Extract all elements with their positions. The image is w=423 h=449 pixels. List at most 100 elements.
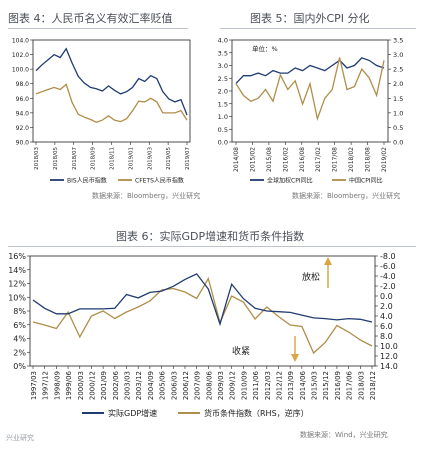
chart5-y-left-tick-label: 4.0 xyxy=(218,37,228,45)
chart6-series-line-0 xyxy=(32,273,373,327)
watermark: 兴业研究 xyxy=(6,434,34,442)
chart6-plot-frame xyxy=(29,255,376,367)
chart6-x-tick-label: 1999/06 xyxy=(65,370,73,400)
chart4-y-tick-label: 104.0 xyxy=(12,38,29,45)
chart6-title: 图表 6：实际GDP增速和货币条件指数 xyxy=(116,230,305,243)
chart6-legend-label-1: 货币条件指数（RHS，逆序） xyxy=(204,408,309,418)
chart5-y-right-tick-label: 3.0 xyxy=(393,51,403,59)
chart6-y-right-tick-label: 14.0 xyxy=(380,362,398,371)
chart6-y-left-tick-label: 16% xyxy=(8,252,26,261)
chart4-series-line-1 xyxy=(35,83,188,124)
chart5-y-left-tick-label: 1.0 xyxy=(218,113,228,121)
chart6-x-tick-label: 2007/09 xyxy=(194,371,202,400)
chart4-y-tick-label: 96.0 xyxy=(16,96,30,103)
chart6-y-right-tick-label: 12.0 xyxy=(380,352,398,361)
chart6-y-left-tick-label: 12% xyxy=(8,280,26,289)
chart4-x-tick-label: 2019/05 xyxy=(166,147,172,170)
chart5-title: 图表 5：国内外CPI 分化 xyxy=(250,12,370,25)
chart4-y-tick-label: 90.0 xyxy=(16,140,30,147)
chart5-title-rule xyxy=(220,28,416,29)
chart6-y-right-tick-label: 8.0 xyxy=(380,332,393,341)
chart6-x-tick-label: 2003/12 xyxy=(135,371,143,400)
chart5-source: 数据来源：Bloomberg，兴业研究 xyxy=(292,192,401,200)
chart4-legend-label-0: BIS人民币指数 xyxy=(67,177,107,185)
chart6-y-right-tick-label: -8.0 xyxy=(380,252,396,261)
chart5-x-tick-label: 2016/08 xyxy=(299,147,306,172)
chart5-x-tick-label: 2015/02 xyxy=(249,147,256,172)
chart5-y-left-tick-label: 2.0 xyxy=(218,88,228,96)
chart5-y-right-tick-label: 3.5 xyxy=(393,37,403,45)
chart5-y-left-tick-label: 1.5 xyxy=(218,100,228,108)
chart5-y-left-tick-label: 2.5 xyxy=(218,75,228,83)
chart4-svg: 104.0 102.0 100.0 98.0 96.0 94.0 92.0 90.0 2018/… xyxy=(12,38,191,185)
chart5-svg: 4.0 3.5 3.0 2.5 2.0 1.5 1.0 0.5 0.0 3.5 3.0 2.5 2.0 1… xyxy=(218,37,404,185)
chart6-annotation-up: 放松 xyxy=(302,271,320,283)
chart5-x-tick-label: 2018/02 xyxy=(348,147,355,172)
chart5-y-right-tick-label: 2.5 xyxy=(393,66,403,74)
chart4-y-tick-label: 98.0 xyxy=(16,81,30,88)
chart5-x-tick-label: 2015/08 xyxy=(266,147,273,172)
chart4-legend-label-1: CFETS人民币指数 xyxy=(135,177,184,185)
chart5-series-line-1 xyxy=(235,57,385,122)
chart4-x-tick-label: 2019/01 xyxy=(128,147,134,170)
chart6-x-tick-label: 2006/12 xyxy=(182,371,190,400)
chart6-x-tick-label: 2004/09 xyxy=(147,371,155,400)
chart5-legend-label-0: 全球加权CPI同比 xyxy=(267,177,313,185)
chart6-x-tick-label: 2008/06 xyxy=(205,370,213,400)
chart5-y-right-tick-label: 1.5 xyxy=(393,95,403,103)
chart4-source: 数据来源：Bloomberg，兴业研究 xyxy=(92,192,201,200)
chart5-y-left-tick-label: 0.0 xyxy=(218,139,228,147)
chart6-x-tick-label: 2014/06 xyxy=(299,370,307,400)
chart6-x-tick-label: 1998/09 xyxy=(53,371,61,400)
chart5-plot-frame xyxy=(231,39,389,143)
chart6-y-right-tick-label: 2.0 xyxy=(380,302,393,311)
chart6-x-tick-label: 2012/03 xyxy=(264,371,272,400)
chart4-y-tick-label: 92.0 xyxy=(16,125,30,132)
chart6-arrow-down-head xyxy=(291,354,299,362)
chart6-y-right-tick-label: 6.0 xyxy=(380,322,393,331)
chart5-x-tick-label: 2018/08 xyxy=(365,147,372,172)
chart4-x-tick-label: 2018/03 xyxy=(34,147,40,170)
chart6-x-tick-label: 2010/09 xyxy=(240,371,248,400)
chart5-x-tick-label: 2014/08 xyxy=(233,147,240,172)
chart5-x-tick-label: 2017/02 xyxy=(315,147,322,172)
chart5-unit-label: 单位：% xyxy=(252,44,278,53)
chart6-x-tick-label: 2009/12 xyxy=(229,371,237,400)
chart5-y-right-tick-label: 1.0 xyxy=(393,109,403,117)
chart6-x-tick-label: 2003/03 xyxy=(124,371,132,400)
chart4-series-line-0 xyxy=(35,47,188,116)
chart4-x-tick-label: 2019/07 xyxy=(185,147,191,170)
chart6-x-tick-label: 2015/03 xyxy=(311,371,319,400)
chart5-y-left-tick-label: 3.5 xyxy=(218,49,228,57)
chart6-x-tick-label: 2018/03 xyxy=(357,371,365,400)
chart6-x-tick-label: 2018/12 xyxy=(369,371,377,400)
chart4-x-tick-label: 2018/09 xyxy=(91,147,97,170)
chart6-y-left-tick-label: 4% xyxy=(13,335,26,344)
chart6-y-left-tick-label: 8% xyxy=(13,307,26,316)
chart6-x-tick-label: 2006/03 xyxy=(170,371,178,400)
chart6-y-left-tick-label: 2% xyxy=(13,348,26,357)
chart6-x-tick-label: 2000/12 xyxy=(88,371,96,400)
chart6-x-tick-label: 2000/03 xyxy=(77,371,85,400)
chart6-y-left-tick-label: 14% xyxy=(8,266,26,275)
chart4-x-tick-label: 2018/11 xyxy=(110,147,116,170)
chart4-y-tick-label: 100.0 xyxy=(12,67,29,74)
chart6-source: 数据来源：Wind，兴业研究 xyxy=(300,431,388,439)
chart6-title-rule xyxy=(8,246,416,247)
chart6-x-tick-label: 2015/12 xyxy=(322,371,330,400)
chart5-y-right-tick-label: 2.0 xyxy=(393,80,403,88)
chart6-x-tick-label: 2012/12 xyxy=(275,371,283,400)
chart6-x-tick-label: 2005/06 xyxy=(159,370,167,400)
chart6-y-left-tick-label: 10% xyxy=(8,293,26,302)
chart5-y-left-tick-label: 0.5 xyxy=(218,126,228,134)
chart5-y-right-tick-label: 0.0 xyxy=(393,139,403,147)
chart6-arrow-up-head xyxy=(324,257,332,265)
chart6-x-tick-label: 2013/09 xyxy=(287,371,295,400)
chart6-y-right-tick-label: 4.0 xyxy=(380,312,393,321)
chart5-y-left-tick-label: 3.0 xyxy=(218,62,228,70)
chart6-svg: 16% 14% 12% 10% 8% 6% 4% 2% 0% -8.0-6.0-4.0-2.00.… xyxy=(8,252,398,418)
chart6-x-tick-label: 2001/09 xyxy=(100,371,108,400)
chart6-y-right-tick-label: -2.0 xyxy=(380,282,396,291)
chart4-x-tick-label: 2018/07 xyxy=(72,147,78,170)
chart5-y-right-tick-label: 0.5 xyxy=(393,124,403,132)
